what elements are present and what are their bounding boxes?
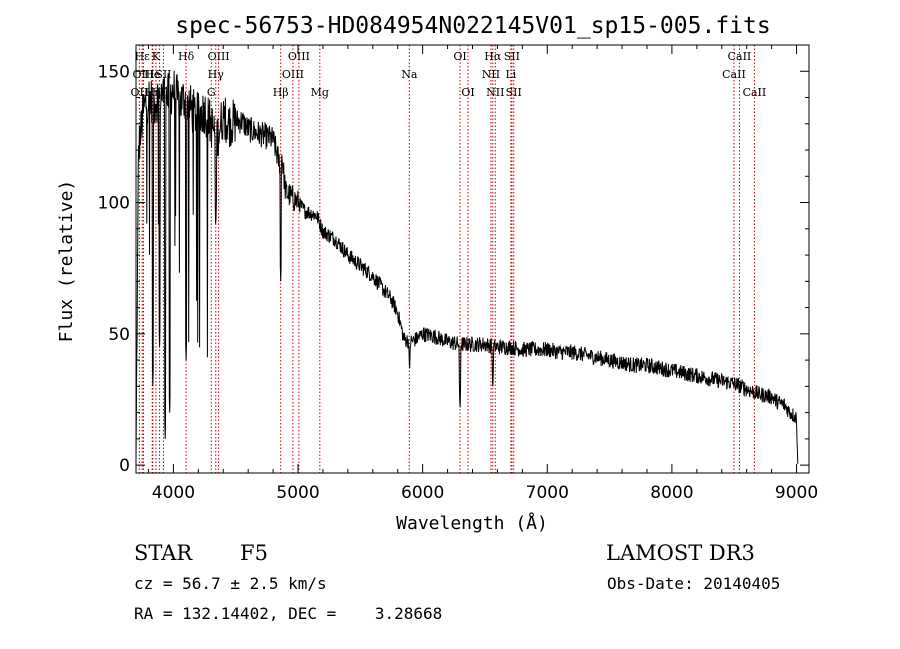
- y-tick-label: 50: [108, 325, 130, 345]
- line-marker-label: Hα: [484, 50, 502, 63]
- x-axis-label: Wavelength (Å): [396, 512, 548, 534]
- line-marker-lines: [138, 45, 755, 473]
- line-marker-label: Hγ: [208, 68, 225, 81]
- ra-dec: RA = 132.14402, DEC = 3.28668: [134, 604, 442, 623]
- line-marker-label: OI: [453, 50, 466, 63]
- line-marker-label: OIII: [282, 68, 304, 81]
- y-tick-label: 150: [98, 62, 130, 82]
- line-marker-label: Hδ: [178, 50, 195, 63]
- y-axis-ticks: 0 50 100 150: [98, 62, 809, 476]
- line-marker-label: Hε: [135, 50, 151, 63]
- y-axis-label: Flux (relative): [56, 180, 77, 343]
- line-marker-label: K: [152, 50, 161, 63]
- line-marker-label: Na: [401, 68, 418, 81]
- x-tick-label: 5000: [276, 483, 319, 503]
- line-marker-label: SII: [506, 86, 522, 99]
- x-tick-label: 6000: [401, 483, 444, 503]
- line-marker-label: NII: [486, 86, 504, 99]
- line-marker-label: CaII: [728, 50, 752, 63]
- x-tick-label: 9000: [775, 483, 818, 503]
- chart-title: spec-56753-HD084954N022145V01_sp15-005.f…: [175, 13, 770, 39]
- line-marker-label: Hβ: [273, 86, 289, 99]
- y-tick-label: 100: [98, 194, 130, 214]
- line-marker-label: OIII: [208, 50, 230, 63]
- redshift-cz: cz = 56.7 ± 2.5 km/s: [134, 574, 327, 593]
- object-type: STAR: [134, 541, 193, 565]
- spectrum-line: [135, 70, 799, 464]
- line-marker-label: OI: [461, 86, 474, 99]
- x-axis-ticks: 4000 5000 6000 7000 8000 9000: [147, 45, 818, 503]
- line-marker-label: Li: [505, 68, 516, 81]
- survey-name: LAMOST DR3: [606, 541, 755, 565]
- line-marker-label: NII: [482, 68, 500, 81]
- line-marker-label: CaII: [722, 68, 746, 81]
- line-marker-label: He: [144, 68, 160, 81]
- line-marker-label: OIII: [288, 50, 310, 63]
- x-tick-label: 4000: [152, 483, 195, 503]
- observation-date: Obs-Date: 20140405: [607, 574, 780, 593]
- line-marker-label: SII: [504, 50, 520, 63]
- spectrum-series: [135, 70, 799, 464]
- plot-frame: [135, 44, 810, 474]
- spectral-subclass: F5: [240, 541, 268, 565]
- x-tick-label: 7000: [526, 483, 569, 503]
- line-marker-label: G: [207, 86, 216, 99]
- y-tick-label: 0: [119, 456, 130, 476]
- line-marker-label: CaII: [743, 86, 767, 99]
- line-marker-label: Mg: [311, 86, 329, 99]
- x-tick-label: 8000: [650, 483, 693, 503]
